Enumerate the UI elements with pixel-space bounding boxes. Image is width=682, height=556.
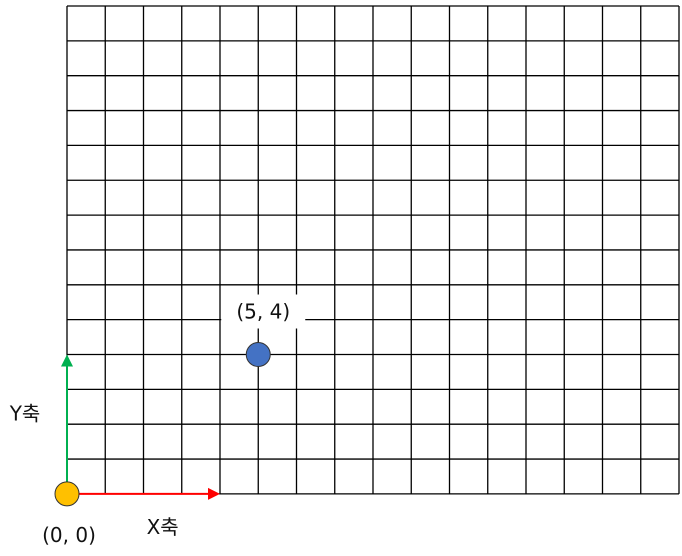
target-point — [245, 342, 271, 367]
point-label-background — [221, 294, 306, 329]
grid — [66, 5, 680, 495]
x-axis-arrowhead — [208, 487, 220, 500]
x-axis-label: X축 — [147, 515, 179, 539]
origin-point — [54, 481, 80, 507]
y-axis-label: Y축 — [9, 402, 41, 426]
point-label: (5, 4) — [236, 300, 290, 324]
origin-label: (0, 0) — [42, 523, 96, 547]
y-axis-arrowhead — [61, 354, 73, 367]
